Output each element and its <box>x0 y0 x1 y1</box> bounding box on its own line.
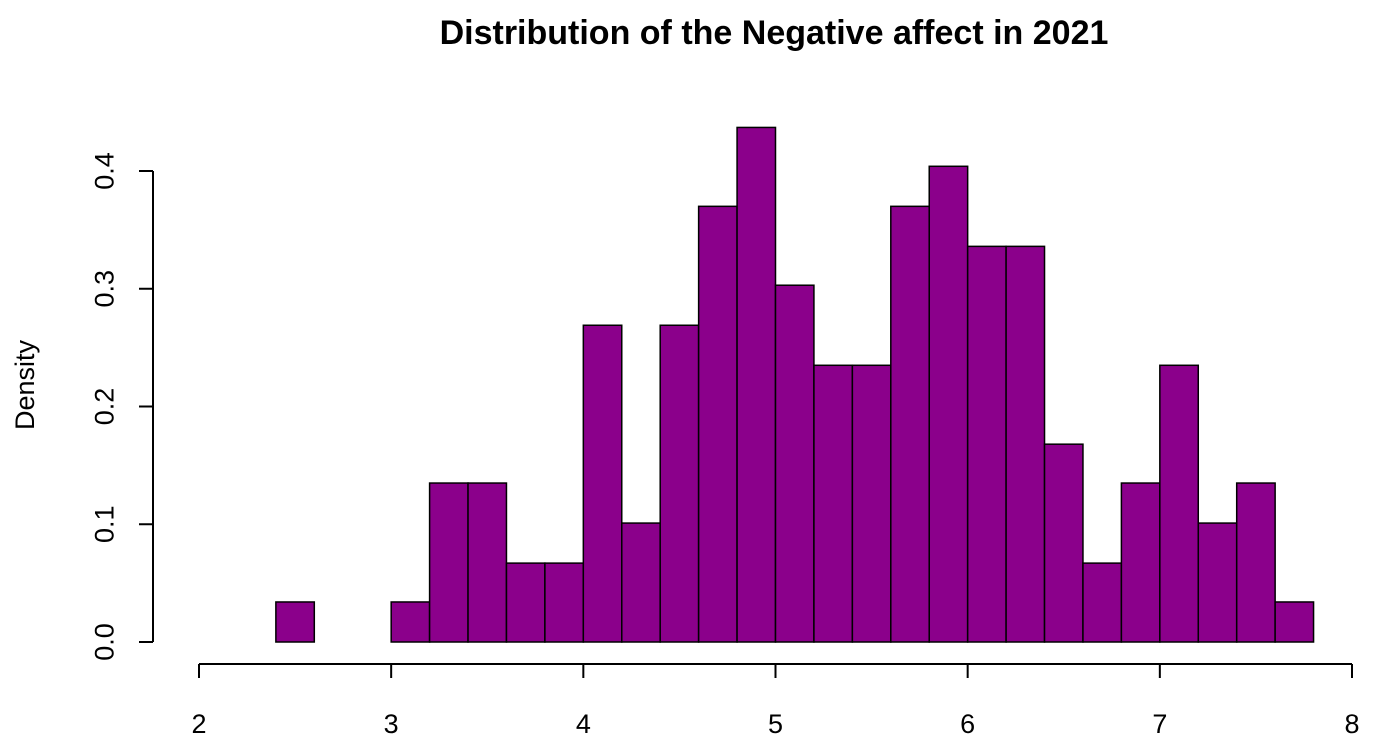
x-axis: 2 3 4 5 6 7 8 <box>191 663 1360 739</box>
histogram-bar <box>390 601 431 643</box>
histogram-bar <box>928 165 969 643</box>
histogram-bar <box>544 562 585 643</box>
x-tick-label: 5 <box>768 709 783 739</box>
histogram-bar <box>467 482 508 643</box>
histogram-bar <box>505 562 546 643</box>
histogram-bar <box>659 324 700 643</box>
y-tick-label: 0.0 <box>89 623 119 661</box>
x-tick-label: 3 <box>384 709 399 739</box>
histogram-bar <box>851 364 892 643</box>
histogram-bar <box>1159 364 1200 643</box>
histogram-bar <box>890 205 930 643</box>
x-tick-label: 6 <box>960 709 975 739</box>
histogram-bar <box>966 245 1007 643</box>
histogram-bar <box>1235 482 1276 643</box>
histogram-bar <box>736 126 777 643</box>
bars-group <box>275 126 1315 643</box>
x-tick-label: 7 <box>1152 709 1167 739</box>
histogram-bar <box>428 482 469 643</box>
x-tick-label: 4 <box>576 709 591 739</box>
y-axis: 0.0 0.1 0.2 0.3 0.4 <box>89 152 154 661</box>
y-axis-label: Density <box>10 339 40 430</box>
histogram-bar <box>621 522 661 643</box>
histogram-bar <box>813 364 854 643</box>
histogram-bar <box>1274 601 1315 643</box>
histogram-bar <box>1197 522 1238 643</box>
histogram-bar <box>1005 245 1046 643</box>
histogram-bar <box>275 601 316 643</box>
x-tick-label: 2 <box>191 709 206 739</box>
histogram-bar <box>1082 562 1123 643</box>
histogram-bar <box>697 205 738 643</box>
y-tick-label: 0.1 <box>89 505 119 543</box>
histogram-bar <box>774 284 815 643</box>
chart-title: Distribution of the Negative affect in 2… <box>440 14 1109 52</box>
y-tick-label: 0.4 <box>89 152 119 190</box>
histogram-bar <box>1043 443 1084 643</box>
histogram-bar <box>1120 482 1161 643</box>
y-tick-label: 0.3 <box>89 270 119 308</box>
x-tick-label: 8 <box>1344 709 1359 739</box>
y-tick-label: 0.2 <box>89 388 119 426</box>
histogram-bar <box>582 324 623 643</box>
